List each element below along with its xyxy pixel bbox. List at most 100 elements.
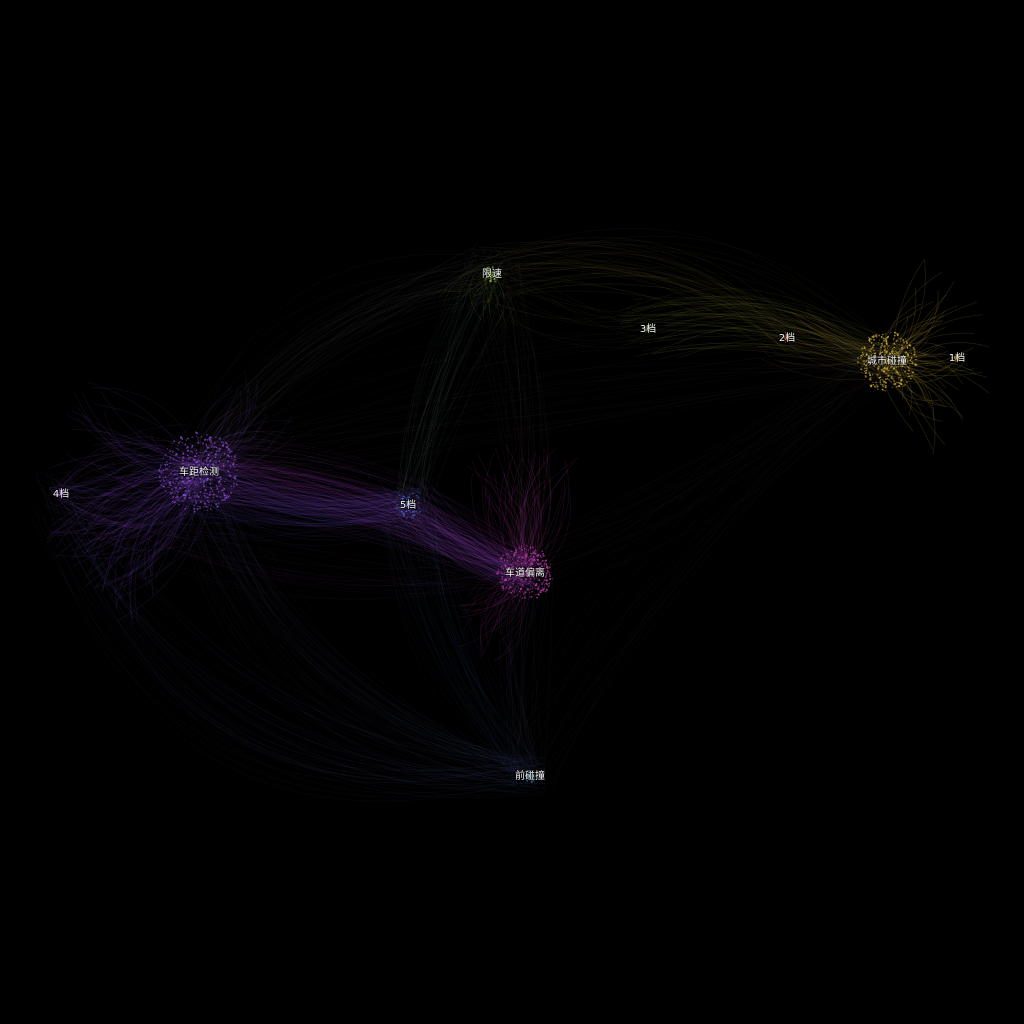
graph-node-dot <box>210 487 212 489</box>
graph-node-dot <box>887 374 890 377</box>
graph-node-dot <box>906 340 908 343</box>
graph-node-dot <box>546 583 549 586</box>
graph-edge <box>512 576 518 613</box>
graph-edge <box>550 375 904 785</box>
graph-edge <box>209 412 234 469</box>
graph-edge <box>431 478 529 788</box>
graph-node-dot <box>215 503 218 506</box>
graph-edge <box>479 260 787 353</box>
graph-node-dot <box>896 333 899 336</box>
graph-node-dot <box>529 588 531 590</box>
graph-node-dot <box>220 478 222 481</box>
graph-edge <box>516 290 799 346</box>
graph-edge <box>496 241 784 325</box>
graph-node-dot <box>413 510 415 513</box>
graph-node-dot <box>541 559 544 562</box>
graph-edge <box>409 485 534 565</box>
graph-edge <box>213 461 398 524</box>
graph-edge <box>124 468 201 578</box>
graph-edge <box>58 461 198 497</box>
graph-edge <box>208 291 483 489</box>
graph-node-dot <box>168 481 172 484</box>
graph-node-dot <box>195 502 197 504</box>
graph-node-dot <box>872 381 874 383</box>
graph-node-dot <box>520 548 523 551</box>
graph-node-dot <box>873 356 876 359</box>
graph-node-dot <box>876 384 878 386</box>
graph-node-dot <box>910 377 912 380</box>
graph-edge <box>396 486 524 559</box>
graph-edge <box>432 515 519 591</box>
graph-edge <box>195 286 498 470</box>
graph-node-dot <box>512 583 514 585</box>
graph-edge <box>42 516 518 802</box>
graph-edge <box>141 466 200 578</box>
graph-edge <box>402 300 477 491</box>
graph-node-dot <box>530 560 533 562</box>
graph-edge <box>890 327 945 372</box>
graph-node-dot <box>896 355 899 357</box>
graph-node-dot <box>790 335 792 338</box>
graph-edge <box>74 393 208 472</box>
graph-edge <box>186 473 532 566</box>
graph-edge <box>183 488 426 510</box>
graph-node-dot <box>883 383 885 386</box>
graph-edge <box>207 372 248 476</box>
graph-edge <box>411 300 510 513</box>
graph-edge <box>48 487 515 781</box>
graph-node-dot <box>536 558 539 561</box>
graph-node-dot <box>484 277 487 280</box>
graph-edge <box>486 473 535 568</box>
graph-edge <box>105 458 204 479</box>
graph-edge <box>396 486 518 782</box>
graph-edge <box>224 486 524 582</box>
graph-edge <box>216 460 547 759</box>
graph-edge <box>517 544 543 780</box>
graph-node-dot <box>207 450 209 452</box>
graph-edge <box>207 258 495 463</box>
graph-hub-node-chengshipengzhuang <box>884 358 890 364</box>
graph-node-dot <box>206 439 209 441</box>
graph-edge <box>169 478 526 569</box>
graph-node-dot <box>885 351 888 354</box>
graph-node-dot <box>227 470 230 473</box>
graph-edge <box>40 487 514 781</box>
graph-node-dot <box>502 567 505 570</box>
graph-edge <box>392 303 518 522</box>
graph-node-dot <box>229 450 231 452</box>
graph-node-dot <box>884 386 887 389</box>
graph-edge <box>199 472 521 772</box>
graph-edge <box>898 305 959 357</box>
graph-node-dot <box>893 331 895 333</box>
graph-edge <box>168 271 499 465</box>
graph-edge <box>53 454 133 496</box>
graph-edge <box>194 432 240 482</box>
graph-edge <box>491 561 531 625</box>
graph-edge <box>221 459 531 590</box>
graph-edge <box>200 262 485 485</box>
graph-node-dot <box>196 496 198 498</box>
graph-edge <box>56 333 881 482</box>
graph-node-dot <box>195 435 198 438</box>
graph-edge <box>497 497 525 571</box>
graph-node-dot <box>529 552 532 555</box>
graph-edge <box>208 477 522 784</box>
graph-node-dot <box>404 511 406 513</box>
graph-edge <box>495 259 534 581</box>
graph-node-dot <box>174 454 177 456</box>
graph-node-dot <box>869 385 873 388</box>
graph-edge <box>539 364 894 546</box>
graph-node-dot <box>863 362 866 365</box>
graph-edge <box>180 458 547 759</box>
graph-edge <box>173 458 523 582</box>
graph-node-dot <box>865 353 868 356</box>
graph-node-dot <box>202 462 205 465</box>
graph-node-dot <box>197 439 199 441</box>
graph-edge <box>405 289 470 505</box>
graph-node-dot <box>207 500 209 502</box>
graph-node-dot <box>190 450 193 453</box>
graph-edge <box>485 563 530 619</box>
graph-edge <box>170 498 516 576</box>
graph-node-dot <box>881 342 883 345</box>
graph-node-dot <box>884 333 887 335</box>
